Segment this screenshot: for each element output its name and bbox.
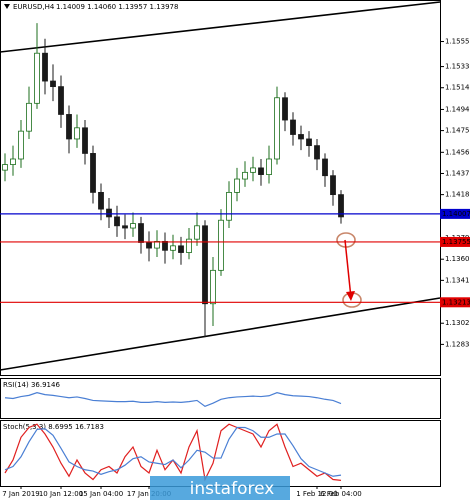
candle-body [146, 242, 152, 249]
candle-body [50, 80, 56, 88]
x-tick-label: 7 Jan 2019 [2, 490, 40, 498]
candle-body [282, 97, 288, 121]
candle-body [66, 114, 72, 140]
candle-body [138, 223, 144, 243]
y-tick-label: 1.14370 [445, 169, 470, 177]
candle-body [10, 158, 16, 165]
candle-body [202, 225, 208, 305]
main-panel [0, 0, 441, 376]
x-tick-label: 1 Feb 12:00 [296, 490, 337, 498]
candle-body [130, 223, 136, 229]
candle-body [226, 191, 232, 221]
candle-body [82, 127, 88, 154]
level-label: 1.13213 [442, 298, 470, 306]
candle-body [234, 178, 240, 193]
candle-body [26, 102, 32, 132]
candle-body [210, 269, 216, 305]
y-tick-label: 1.15330 [445, 63, 470, 71]
candle-body [122, 225, 128, 229]
candle-body [258, 167, 264, 175]
candle-body [178, 245, 184, 253]
watermark: instaforex [190, 479, 275, 499]
candle-body [274, 97, 280, 160]
y-tick-label: 1.13600 [445, 255, 470, 263]
candle-body [250, 167, 256, 173]
symbol: EURUSD,H4 [13, 3, 55, 11]
candle-body [74, 127, 80, 140]
x-tick-label: 10 Jan 12:00 [39, 490, 83, 498]
candle-body [114, 216, 120, 227]
y-tick-label: 1.14945 [445, 105, 470, 113]
panel-title: RSI(14) 36.9146 [3, 381, 60, 389]
candle-body [2, 164, 8, 171]
candle-body [298, 134, 304, 140]
y-tick-label: 1.14180 [445, 191, 470, 199]
arrow [344, 239, 352, 299]
candle-body [306, 138, 312, 147]
candle-body [242, 171, 248, 180]
level-label: 1.14007 [442, 210, 470, 218]
candle-body [194, 225, 200, 240]
candle-body [18, 130, 24, 160]
x-tick-label: 15 Jan 04:00 [79, 490, 123, 498]
candle-body [338, 194, 344, 218]
candle-body [58, 86, 64, 115]
y-tick-label: 1.14560 [445, 148, 470, 156]
level-label-box [440, 297, 470, 308]
watermark-box [150, 476, 290, 500]
level-label-box [440, 208, 470, 219]
y-tick-label: 1.13025 [445, 319, 470, 327]
y-tick-label: 1.15140 [445, 84, 470, 92]
indicator-line [4, 392, 342, 407]
candle-body [314, 145, 320, 160]
ohlc: 1.14009 1.14060 1.13957 1.13978 [56, 3, 178, 11]
y-tick-label: 1.15555 [445, 38, 470, 46]
rsi-panel [0, 378, 441, 419]
candle-body [290, 119, 296, 135]
candle-body [90, 153, 96, 193]
y-tick-label: 1.13410 [445, 276, 470, 284]
candle-body [106, 208, 112, 218]
level-label-box [440, 236, 470, 247]
candle-body [186, 238, 192, 253]
candle-body [218, 219, 224, 271]
panel-title: Stoch(5,3,3) 8.6995 16.7183 [3, 423, 104, 431]
y-tick-label: 1.14755 [445, 127, 470, 135]
symbol-icon [4, 4, 10, 9]
candle-body [34, 52, 40, 104]
indicator-line [4, 426, 342, 477]
candle-body [330, 175, 336, 196]
candle-body [162, 240, 168, 251]
channel-top [0, 1, 441, 53]
candle-body [98, 191, 104, 210]
x-tick-label: 17 Jan 20:00 [127, 490, 171, 498]
candle-body [42, 52, 48, 82]
candle-body [266, 158, 272, 175]
arrow-head [346, 291, 355, 301]
candle-body [322, 158, 328, 177]
candle-body [170, 245, 176, 251]
level-label: 1.13755 [442, 238, 470, 246]
y-tick-label: 1.12835 [445, 340, 470, 348]
x-tick-label: 6 Feb 04:00 [320, 490, 361, 498]
channel-bottom [0, 297, 441, 371]
